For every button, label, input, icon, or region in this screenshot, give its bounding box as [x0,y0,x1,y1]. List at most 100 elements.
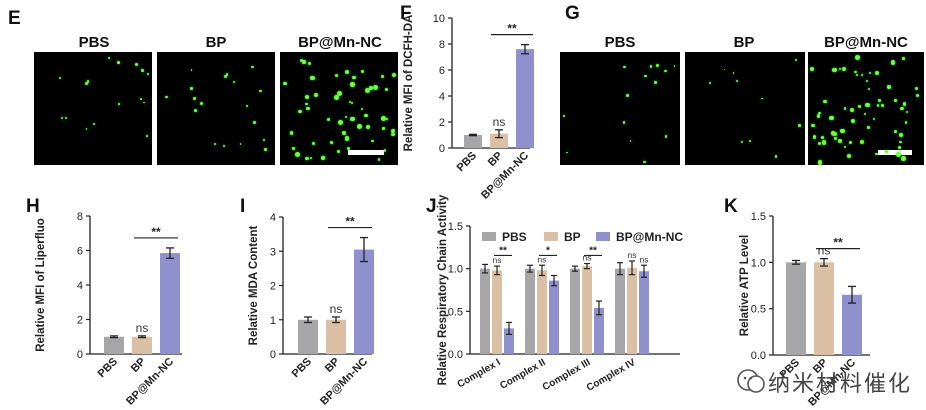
x-tick-label: BP@Mn-NC [479,150,531,202]
cell-fluorescence-dot [798,124,802,128]
micrograph-e-title-bpmn: BP@Mn-NC [298,34,382,51]
cell-fluorescence-dot [64,116,67,119]
cell-fluorescence-dot [867,87,871,91]
cell-fluorescence-dot [904,121,908,124]
cell-fluorescence-dot [372,85,378,91]
y-tick-label: 8 [77,211,83,223]
scale-bar [348,150,384,155]
micrograph-e-bpmn [280,52,398,165]
watermark-text: 纳米材料催化 [768,372,913,397]
cell-fluorescence-dot [314,92,319,97]
panel-label-h: H [26,196,40,217]
bar-bpmnnc-complex-ii [549,280,559,354]
legend-swatch-bp [544,232,558,241]
cell-fluorescence-dot [876,104,880,108]
bar-bp-complex-iii [582,266,592,354]
cell-fluorescence-dot [142,101,145,104]
bar-bp-complex-iv [627,267,637,354]
y-tick-label: 0.0 [448,349,463,361]
cell-fluorescence-dot [378,158,381,161]
bar-pbs [464,135,482,148]
cell-fluorescence-dot [810,67,814,72]
cell-fluorescence-dot [854,70,857,73]
micrograph-g-title-bp: BP [733,34,755,51]
legend-label: BP [564,230,581,244]
y-tick-label: 0 [439,143,445,155]
cell-fluorescence-dot [345,69,349,74]
cell-fluorescence-dot [253,121,256,124]
cell-fluorescence-dot [851,119,856,123]
micrograph-e-pbs [34,52,152,165]
cell-fluorescence-dot [874,71,879,76]
cell-fluorescence-dot [107,56,111,60]
cell-fluorescence-dot [391,132,395,136]
cell-fluorescence-dot [566,151,568,154]
cell-fluorescence-dot [364,113,368,118]
cell-fluorescence-dot [884,150,888,154]
micrograph-e-title-bp: BP [205,34,227,51]
cell-fluorescence-dot [309,156,312,159]
cell-fluorescence-dot [304,94,309,100]
bar-bp-complex-ii [537,270,547,354]
cell-fluorescence-dot [861,74,864,77]
cell-fluorescence-dot [116,60,120,64]
cell-fluorescence-dot [283,81,287,86]
cell-fluorescence-dot [816,114,821,118]
significance-label: ** [507,22,517,36]
cell-fluorescence-dot [259,89,262,93]
significance-label: ** [833,236,843,250]
y-tick-label: 0 [270,349,276,361]
cell-fluorescence-dot [837,138,842,143]
cell-fluorescence-dot [897,145,902,150]
cell-fluorescence-dot [352,76,356,80]
y-tick-label: 1.5 [751,211,766,223]
cell-fluorescence-dot [214,142,217,146]
y-tick-label: 1.0 [751,257,766,269]
cell-fluorescence-dot [838,67,841,70]
cell-fluorescence-dot [817,160,823,165]
y-tick-label: 2 [77,315,83,327]
cell-fluorescence-dot [900,106,904,111]
cell-fluorescence-dot [834,136,838,140]
cell-fluorescence-dot [58,76,61,80]
cell-fluorescence-dot [843,107,847,111]
micrograph-g-pbs [560,52,680,165]
cell-fluorescence-dot [360,69,364,73]
bar-bpmnnc [354,249,374,354]
x-tick-label: Complex IV [585,357,638,394]
y-tick-label: 3 [270,246,276,258]
cell-fluorescence-dot [895,151,901,157]
y-tick-label: 1 [270,315,276,327]
y-tick-label: 2 [270,281,276,293]
cell-fluorescence-dot [841,66,847,72]
cell-fluorescence-dot [629,140,632,143]
y-tick-label: 2 [439,117,445,129]
cell-fluorescence-dot [326,118,330,122]
cell-fluorescence-dot [336,90,342,96]
cell-fluorescence-dot [371,139,375,143]
cell-fluorescence-dot [848,141,852,145]
cell-fluorescence-dot [263,139,266,142]
cell-fluorescence-dot [392,72,397,77]
cell-fluorescence-dot [653,80,657,84]
y-tick-label: 0.0 [751,350,766,362]
significance-label: ns [640,254,649,264]
panel-label-e: E [8,8,21,29]
cell-fluorescence-dot [818,111,822,115]
cell-fluorescence-dot [868,71,871,74]
cell-fluorescence-dot [364,88,370,94]
cell-fluorescence-dot [902,101,907,106]
cell-fluorescence-dot [880,103,884,107]
cell-fluorescence-dot [795,58,798,61]
cell-fluorescence-dot [622,121,626,124]
cell-fluorescence-dot [812,135,817,139]
cell-fluorescence-dot [877,98,882,103]
cell-fluorescence-dot [299,58,303,63]
cell-fluorescence-dot [307,62,311,66]
micrograph-g-title-bpmn: BP@Mn-NC [824,34,908,51]
bar-pbs [104,336,124,354]
legend-label: PBS [502,230,527,244]
cell-fluorescence-dot [381,74,384,78]
cell-fluorescence-dot [740,141,743,144]
cell-fluorescence-dot [831,131,835,135]
